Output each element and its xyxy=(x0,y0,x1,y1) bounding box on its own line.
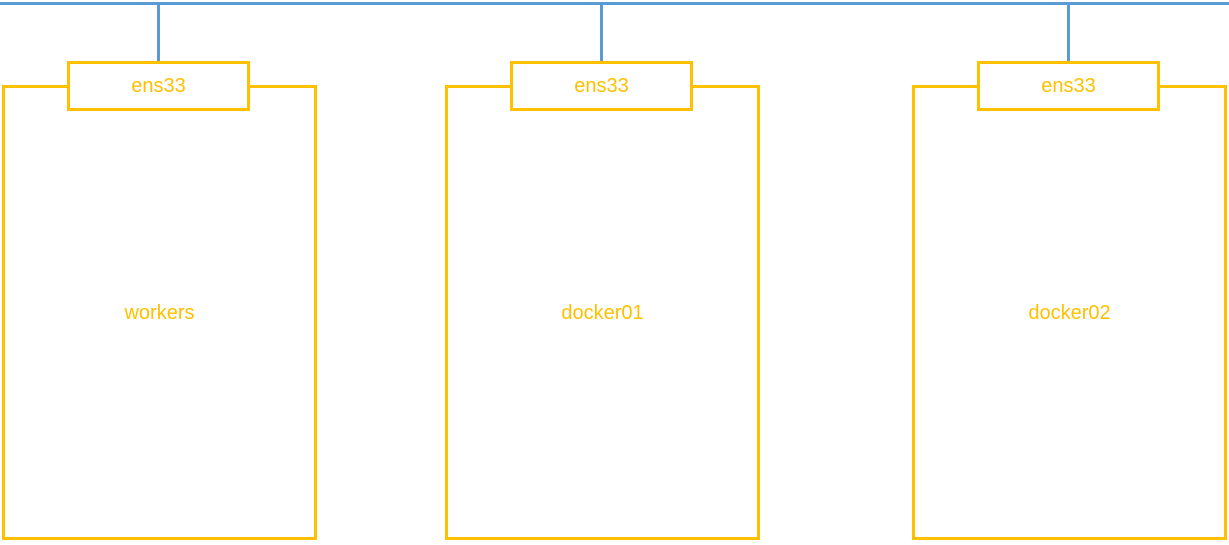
interface-box: ens33 xyxy=(977,61,1160,111)
network-bus-line xyxy=(0,2,1229,5)
host-box-docker02: docker02 xyxy=(912,85,1227,540)
network-drop-line xyxy=(600,3,603,62)
host-label: workers xyxy=(124,301,195,324)
interface-label: ens33 xyxy=(131,75,186,97)
host-label: docker01 xyxy=(561,301,644,324)
interface-label: ens33 xyxy=(574,75,629,97)
interface-label: ens33 xyxy=(1041,75,1096,97)
interface-box: ens33 xyxy=(510,61,693,111)
host-label: docker02 xyxy=(1028,301,1111,324)
interface-box: ens33 xyxy=(67,61,250,111)
host-box-workers: workers xyxy=(2,85,317,540)
network-drop-line xyxy=(1067,3,1070,62)
network-drop-line xyxy=(157,3,160,62)
host-box-docker01: docker01 xyxy=(445,85,760,540)
